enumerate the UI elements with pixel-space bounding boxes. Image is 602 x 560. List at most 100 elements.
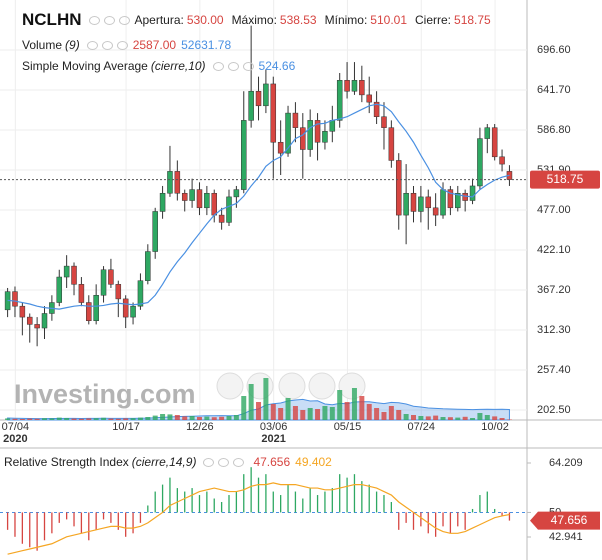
legend-icons[interactable] <box>203 457 245 467</box>
volume-bar <box>278 408 284 420</box>
volume-bar <box>359 396 365 420</box>
x-tick-label: 07/04 <box>2 421 30 433</box>
candle-body <box>93 295 99 322</box>
y-tick-label: 42.941 <box>549 531 583 543</box>
y-tick-label: 477.00 <box>537 204 571 216</box>
volume-bar <box>233 415 239 420</box>
candle-body <box>56 276 63 303</box>
candle-body <box>344 80 350 92</box>
volume-bar <box>93 418 99 420</box>
candle-body <box>455 192 461 209</box>
volume-bar <box>108 418 114 420</box>
x-tick-label: 03/06 <box>260 421 288 433</box>
y-tick-label: 422.10 <box>537 244 571 256</box>
volume-bar <box>329 407 335 420</box>
volume-bar <box>307 408 313 420</box>
candle-body <box>425 196 432 209</box>
candle-body <box>440 189 446 216</box>
volume-bar <box>78 418 84 420</box>
y-tick-label: 64.209 <box>549 457 583 469</box>
volume-bar <box>226 416 232 420</box>
candle-body <box>314 120 321 143</box>
y-tick-label: 696.60 <box>537 44 571 56</box>
volume-bar <box>19 419 25 420</box>
volume-bar <box>285 398 291 420</box>
y-tick-label: 641.70 <box>537 84 571 96</box>
volume-bar <box>189 416 195 420</box>
candle-body <box>395 160 402 216</box>
candle-body <box>218 214 225 223</box>
sma-params: (cierre,10) <box>150 59 206 73</box>
volume-bar <box>219 416 225 420</box>
volume-bar <box>506 419 512 420</box>
volume-bar <box>388 406 394 420</box>
candle-body <box>329 120 336 132</box>
volume-bar <box>137 417 143 420</box>
x-tick-label: 07/24 <box>407 421 435 433</box>
candle-body <box>226 196 232 223</box>
icon[interactable] <box>86 40 98 50</box>
volume-bar <box>12 418 18 420</box>
y-tick-label: 586.80 <box>537 124 571 136</box>
candle-body <box>19 305 26 318</box>
nav-button[interactable] <box>308 372 336 400</box>
nav-button[interactable] <box>278 372 306 400</box>
candle-body <box>204 192 210 209</box>
icon[interactable] <box>233 457 245 467</box>
volume-bar <box>484 415 490 420</box>
volume-bar <box>182 416 188 420</box>
nav-button[interactable] <box>216 372 244 400</box>
icon[interactable] <box>101 40 113 50</box>
volume-bar <box>499 418 505 420</box>
volume-bar <box>425 416 431 420</box>
rsi-badge-label: 47.656 <box>551 513 588 527</box>
volume-bar <box>447 417 453 420</box>
volume-bar <box>396 410 402 420</box>
legend-icons[interactable] <box>88 15 130 25</box>
candle-body <box>388 127 395 161</box>
candle-body <box>410 192 417 212</box>
volume-bar <box>292 406 298 420</box>
icon[interactable] <box>118 15 130 25</box>
volume-bar <box>403 414 409 420</box>
volume-bar <box>270 404 276 420</box>
volume-bar <box>256 402 262 420</box>
candle-body <box>418 196 424 212</box>
icon[interactable] <box>88 15 100 25</box>
icon[interactable] <box>203 457 215 467</box>
volume-bar <box>130 418 136 420</box>
volume-bar <box>351 388 357 420</box>
candle-body <box>86 302 92 322</box>
icon[interactable] <box>218 457 230 467</box>
candle-body <box>484 127 491 139</box>
volume-sma-value: 52631.78 <box>181 38 232 52</box>
volume-bar <box>71 418 77 420</box>
icon[interactable] <box>116 40 128 50</box>
volume-bar <box>418 416 424 420</box>
ohlc-value: 510.01 <box>370 13 407 27</box>
volume-bar <box>248 384 254 420</box>
legend-row: NCLHN Apertura: 530.00 Máximo: 538.53 Mínimo:… <box>4 10 499 30</box>
legend-icons[interactable] <box>86 40 128 50</box>
candle-body <box>115 284 122 300</box>
volume-bar <box>34 418 40 420</box>
volume-bar <box>492 416 498 420</box>
icon[interactable] <box>212 61 224 71</box>
candle-body <box>351 80 358 92</box>
candle-body <box>26 316 33 325</box>
candle-body <box>189 189 195 201</box>
ohlc-label: Cierre: <box>415 13 452 27</box>
rsi-name: Relative Strength Index <box>4 455 129 469</box>
volume-name: Volume <box>22 38 63 52</box>
ohlc-label: Mínimo: <box>324 13 368 27</box>
volume-bar <box>86 418 92 420</box>
icon[interactable] <box>242 61 254 71</box>
legend-icons[interactable] <box>212 61 254 71</box>
volume-bar <box>241 396 247 420</box>
volume-bar <box>56 417 62 420</box>
candle-body <box>263 83 269 107</box>
icon[interactable] <box>103 15 115 25</box>
icon[interactable] <box>227 61 239 71</box>
volume-bar <box>433 415 439 420</box>
